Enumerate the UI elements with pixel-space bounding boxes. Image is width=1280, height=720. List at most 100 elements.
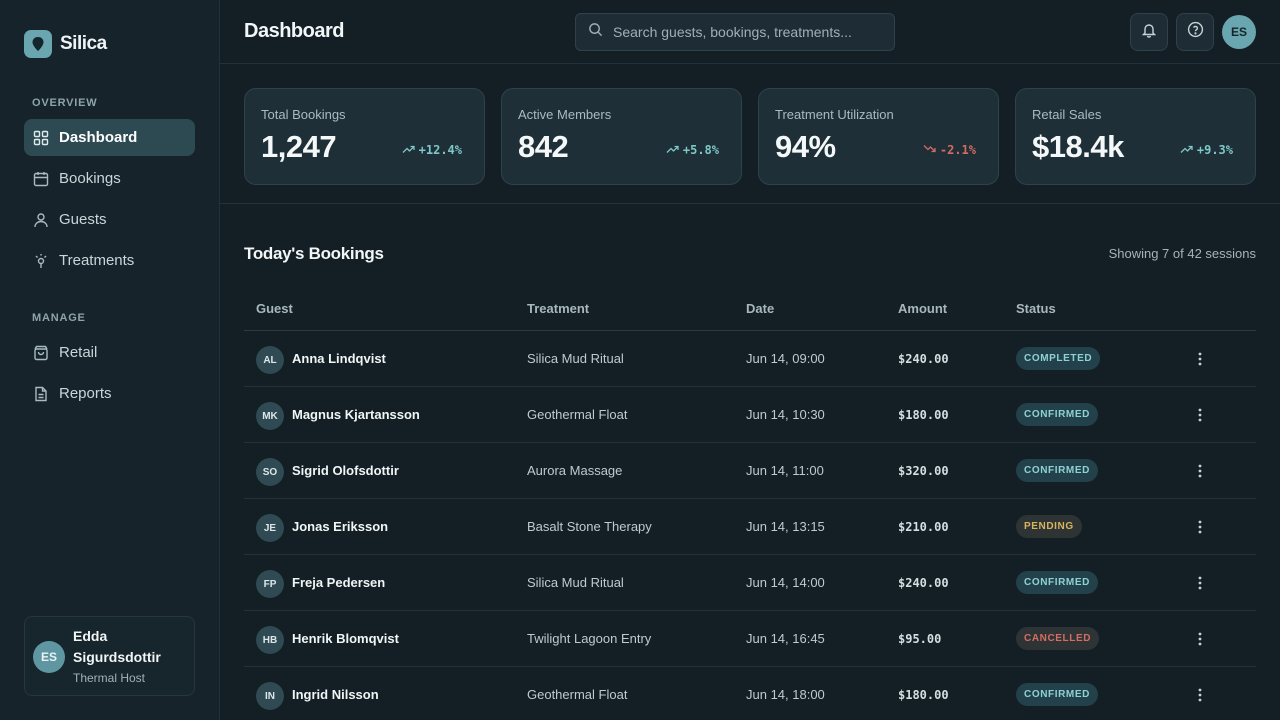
status-badge: CANCELLED [1016,627,1100,650]
avatar[interactable]: ES [1222,15,1256,49]
stat-delta: +9.3% [1180,143,1233,157]
stat-label: Treatment Utilization [775,107,894,122]
status-badge: COMPLETED [1016,347,1101,370]
stat-label: Total Bookings [261,107,346,122]
bookings-table: Guest Treatment Date Amount Status AL Ann… [244,288,1256,720]
sidebar-item-treatments[interactable]: Treatments [24,242,195,279]
row-menu-button[interactable] [1188,683,1212,707]
sidebar-item-reports[interactable]: Reports [24,375,195,412]
more-vertical-icon [1198,632,1202,646]
column-header-guest[interactable]: Guest [256,301,293,316]
guest-avatar: HB [256,626,284,654]
more-vertical-icon [1198,408,1202,422]
booking-date: Jun 14, 09:00 [746,351,825,366]
row-menu-button[interactable] [1188,515,1212,539]
booking-amount: $240.00 [898,352,949,366]
table-row[interactable]: HB Henrik Blomqvist Twilight Lagoon Entry J… [244,611,1256,667]
table-body: AL Anna Lindqvist Silica Mud Ritual Jun 14,… [244,331,1256,720]
sidebar-item-label: Reports [59,385,112,402]
treatment-name: Silica Mud Ritual [527,351,624,366]
more-vertical-icon [1198,520,1202,534]
guest-avatar: MK [256,402,284,430]
stat-card-active-members: Active Members 842 +5.8% [501,88,742,185]
bookings-title: Today's Bookings [244,244,384,263]
sidebar-item-dashboard[interactable]: Dashboard [24,119,195,156]
search-input[interactable] [613,24,883,40]
more-vertical-icon [1198,352,1202,366]
sidebar-item-guests[interactable]: Guests [24,201,195,238]
header: Dashboard ES [220,0,1280,64]
guest-name[interactable]: Sigrid Olofsdottir [292,463,399,478]
guest-avatar: SO [256,458,284,486]
status-badge: CONFIRMED [1016,571,1098,594]
sidebar-item-label: Dashboard [59,129,138,146]
row-menu-button[interactable] [1188,571,1212,595]
trend-up-icon [1180,143,1193,157]
table-row[interactable]: JE Jonas Eriksson Basalt Stone Therapy Jun … [244,499,1256,555]
status-badge: CONFIRMED [1016,683,1098,706]
table-row[interactable]: FP Freja Pedersen Silica Mud Ritual Jun 14,… [244,555,1256,611]
column-header-status[interactable]: Status [1016,301,1056,316]
stat-card-treatment-utilization: Treatment Utilization 94% -2.1% [758,88,999,185]
booking-amount: $180.00 [898,408,949,422]
trend-down-icon [923,143,936,157]
stat-card-total-bookings: Total Bookings 1,247 +12.4% [244,88,485,185]
sidebar: Silica OVERVIEW Dashboard Bookings Guest… [0,0,220,720]
document-icon [33,386,49,402]
more-vertical-icon [1198,688,1202,702]
treatment-name: Silica Mud Ritual [527,575,624,590]
table-header: Guest Treatment Date Amount Status [244,288,1256,331]
table-row[interactable]: SO Sigrid Olofsdottir Aurora Massage Jun 14… [244,443,1256,499]
search-icon [588,22,603,42]
table-row[interactable]: IN Ingrid Nilsson Geothermal Float Jun 14, … [244,667,1256,720]
guest-name[interactable]: Jonas Eriksson [292,519,389,534]
row-menu-button[interactable] [1188,627,1212,651]
treatment-name: Twilight Lagoon Entry [527,631,652,646]
stat-delta: +5.8% [666,143,719,157]
user-card[interactable]: ES Edda Sigurdsdottir Thermal Host [24,616,195,696]
row-menu-button[interactable] [1188,403,1212,427]
sidebar-item-bookings[interactable]: Bookings [24,160,195,197]
brand-logo-icon [24,30,52,58]
column-header-amount[interactable]: Amount [898,301,948,316]
column-header-date[interactable]: Date [746,301,775,316]
guest-name[interactable]: Henrik Blomqvist [292,631,399,646]
table-row[interactable]: MK Magnus Kjartansson Geothermal Float Jun … [244,387,1256,443]
page-title: Dashboard [244,20,344,42]
table-row[interactable]: AL Anna Lindqvist Silica Mud Ritual Jun 14,… [244,331,1256,387]
booking-amount: $240.00 [898,576,949,590]
more-vertical-icon [1198,464,1202,478]
sidebar-item-label: Guests [59,211,107,228]
help-button[interactable] [1176,13,1214,51]
guest-name[interactable]: Magnus Kjartansson [292,407,420,422]
search-box[interactable] [575,13,895,51]
stat-value: 1,247 [261,129,337,164]
treatment-name: Geothermal Float [527,687,628,702]
booking-date: Jun 14, 14:00 [746,575,825,590]
guest-avatar: FP [256,570,284,598]
guest-avatar: JE [256,514,284,542]
row-menu-button[interactable] [1188,459,1212,483]
treatment-name: Aurora Massage [527,463,623,478]
user-icon [33,212,49,228]
treatment-name: Basalt Stone Therapy [527,519,652,534]
trend-up-icon [666,143,679,157]
sidebar-item-retail[interactable]: Retail [24,334,195,371]
status-badge: PENDING [1016,515,1082,538]
avatar: ES [33,641,65,673]
trend-up-icon [402,143,415,157]
notifications-button[interactable] [1130,13,1168,51]
brand[interactable]: Silica [24,30,107,58]
column-header-treatment[interactable]: Treatment [527,301,590,316]
guest-name[interactable]: Freja Pedersen [292,575,386,590]
manage-section-label: MANAGE [32,312,86,324]
stat-delta: +12.4% [402,143,462,157]
help-icon [1187,21,1204,43]
guest-name[interactable]: Anna Lindqvist [292,351,386,366]
stat-delta: -2.1% [923,143,976,157]
row-menu-button[interactable] [1188,347,1212,371]
guest-avatar: AL [256,346,284,374]
booking-amount: $180.00 [898,688,949,702]
guest-name[interactable]: Ingrid Nilsson [292,687,379,702]
stat-label: Retail Sales [1032,107,1102,122]
